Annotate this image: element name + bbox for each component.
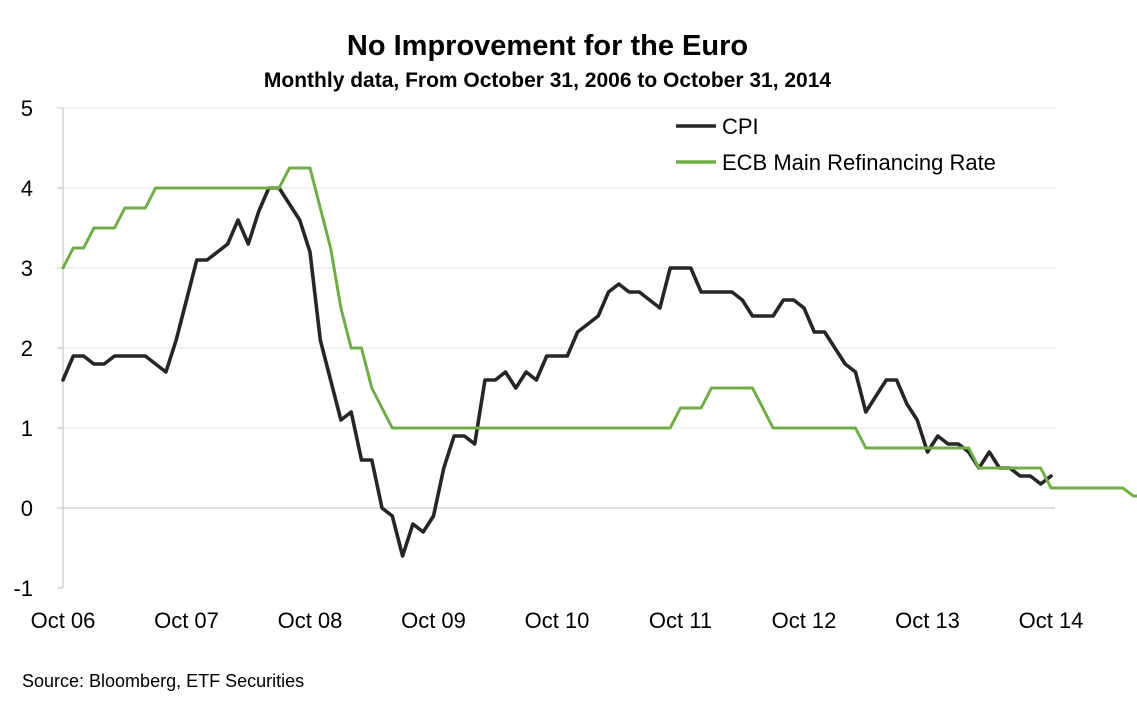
x-tick-label: Oct 14 <box>1019 608 1084 633</box>
series-lines <box>61 166 1137 558</box>
y-tick-label: 4 <box>21 176 33 201</box>
x-tick-label: Oct 09 <box>401 608 466 633</box>
y-tick-label: 3 <box>21 256 33 281</box>
x-tick-label: Oct 06 <box>31 608 96 633</box>
x-tick-label: Oct 11 <box>649 608 712 633</box>
y-tick-label: 1 <box>21 416 33 441</box>
series-line-cpi <box>61 186 1053 558</box>
x-tick-label: Oct 07 <box>154 608 219 633</box>
y-tick-label: -1 <box>13 576 33 601</box>
x-tick-label: Oct 10 <box>525 608 590 633</box>
legend-label: CPI <box>722 114 759 139</box>
y-tick-label: 0 <box>21 496 33 521</box>
y-tick-labels: -1 0 1 2 3 4 5 <box>13 96 33 601</box>
series-line-ecb-main-refinancing-rate <box>61 166 1137 498</box>
y-tick-label: 5 <box>21 96 33 121</box>
chart-subtitle: Monthly data, From October 31, 2006 to O… <box>263 69 832 92</box>
x-tick-label: Oct 12 <box>772 608 837 633</box>
legend: CPI ECB Main Refinancing Rate <box>676 114 996 175</box>
x-tick-label: Oct 13 <box>895 608 960 633</box>
x-tick-label: Oct 08 <box>278 608 343 633</box>
y-tick-label: 2 <box>21 336 33 361</box>
source-note: Source: Bloomberg, ETF Securities <box>22 671 305 691</box>
x-tick-labels: Oct 06 Oct 07 Oct 08 Oct 09 Oct 10 Oct 11 Oct … <box>31 608 1084 633</box>
legend-label: ECB Main Refinancing Rate <box>722 150 996 175</box>
chart-title: No Improvement for the Euro <box>346 30 749 62</box>
